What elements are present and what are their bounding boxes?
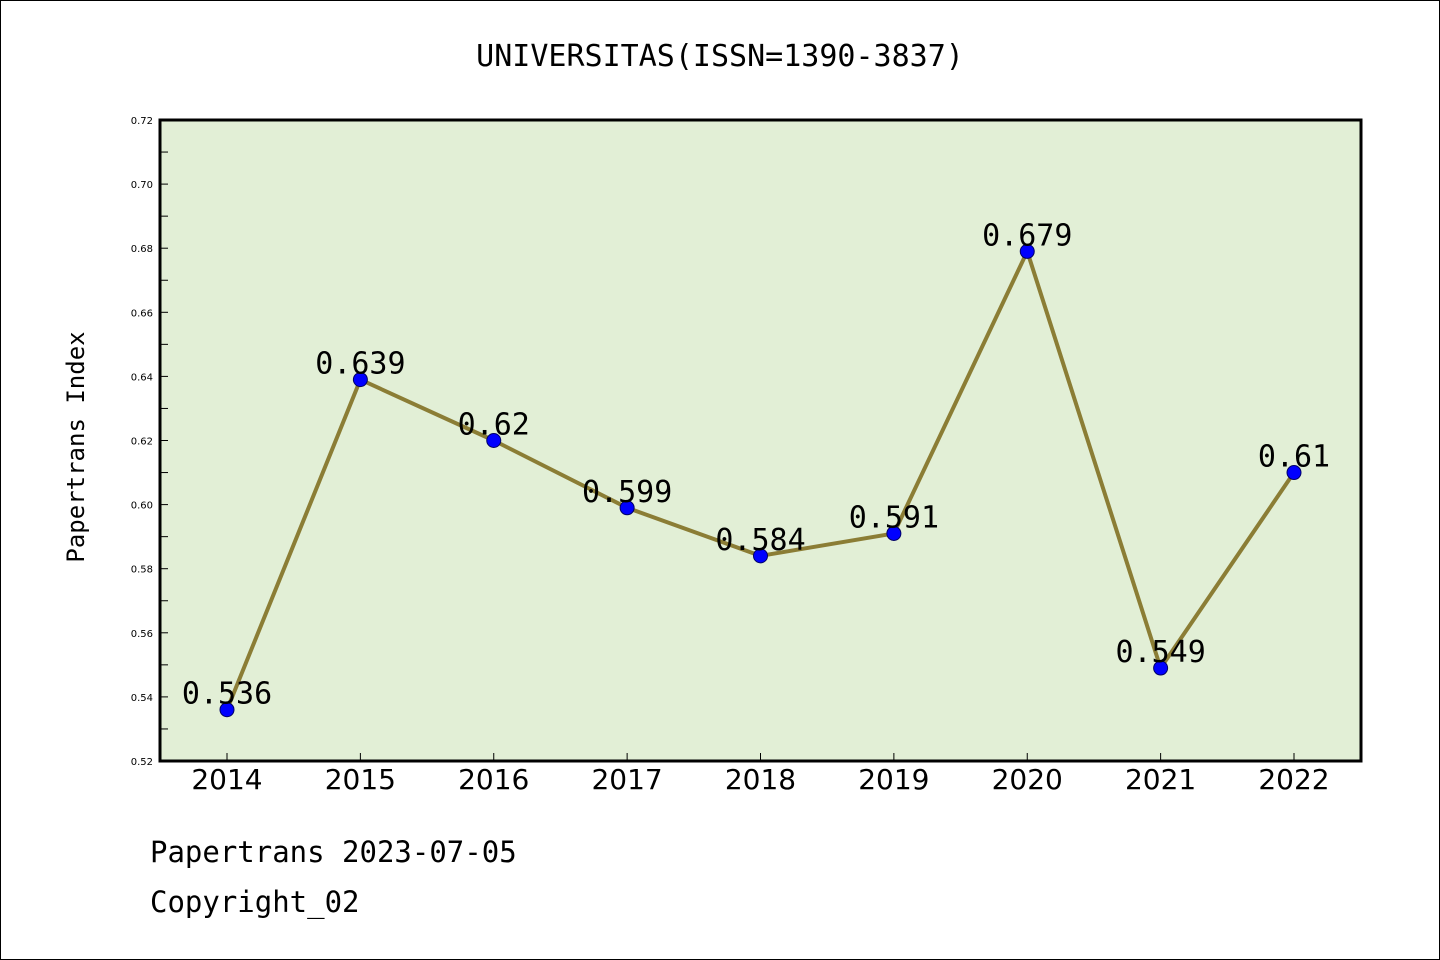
x-tick-label: 2014	[191, 763, 262, 796]
y-tick-label: 0.60	[131, 501, 153, 512]
data-label: 0.61	[1258, 440, 1330, 475]
x-axis-ticks: 2014 2015 2016 2017 2018 2019 2020 2021 2022	[191, 753, 1330, 796]
footer-copyright: Copyright_02	[150, 885, 360, 919]
y-tick-label: 0.66	[131, 308, 153, 319]
data-point	[753, 548, 768, 564]
data-labels: 0.536 0.639 0.62 0.599 0.584 0.591 0.679 0.549 0…	[182, 218, 1330, 711]
data-point	[1019, 243, 1035, 259]
data-point	[886, 525, 902, 541]
x-tick-label: 2020	[992, 763, 1063, 796]
y-axis-label: Papertrans Index	[62, 331, 90, 562]
footer-date: Papertrans 2023-07-05	[150, 835, 517, 869]
y-tick-label: 0.52	[131, 757, 153, 768]
y-tick-label: 0.62	[131, 437, 153, 448]
y-tick-label: 0.58	[131, 565, 153, 576]
data-point	[219, 702, 235, 718]
data-point	[619, 500, 635, 516]
x-tick-label: 2022	[1258, 763, 1329, 796]
y-tick-label: 0.54	[131, 693, 153, 704]
x-tick-label: 2021	[1125, 763, 1196, 796]
x-tick-label: 2017	[591, 763, 662, 796]
chart-title: UNIVERSITAS(ISSN=1390-3837)	[476, 39, 964, 74]
x-tick-label: 2018	[725, 763, 796, 796]
data-point	[1286, 465, 1302, 481]
x-tick-label: 2019	[858, 763, 929, 796]
y-tick-label: 0.68	[131, 244, 153, 255]
data-point	[1153, 660, 1169, 676]
data-label: 0.62	[458, 408, 530, 443]
data-label: 0.599	[582, 475, 672, 510]
y-tick-label: 0.72	[131, 116, 153, 127]
data-label: 0.536	[182, 677, 272, 712]
plot-area	[160, 120, 1361, 761]
data-label: 0.591	[849, 500, 939, 535]
data-label: 0.549	[1115, 635, 1205, 670]
y-tick-label: 0.56	[131, 629, 153, 640]
x-tick-label: 2015	[325, 763, 396, 796]
data-point	[352, 372, 368, 388]
data-label: 0.584	[715, 523, 805, 558]
y-tick-label: 0.70	[131, 180, 153, 191]
data-point	[486, 433, 502, 448]
x-tick-label: 2016	[458, 763, 529, 796]
plot-border	[158, 118, 1363, 763]
y-tick-label: 0.64	[131, 372, 153, 383]
data-markers	[219, 243, 1302, 718]
data-label: 0.639	[315, 347, 405, 382]
data-label: 0.679	[982, 218, 1072, 253]
